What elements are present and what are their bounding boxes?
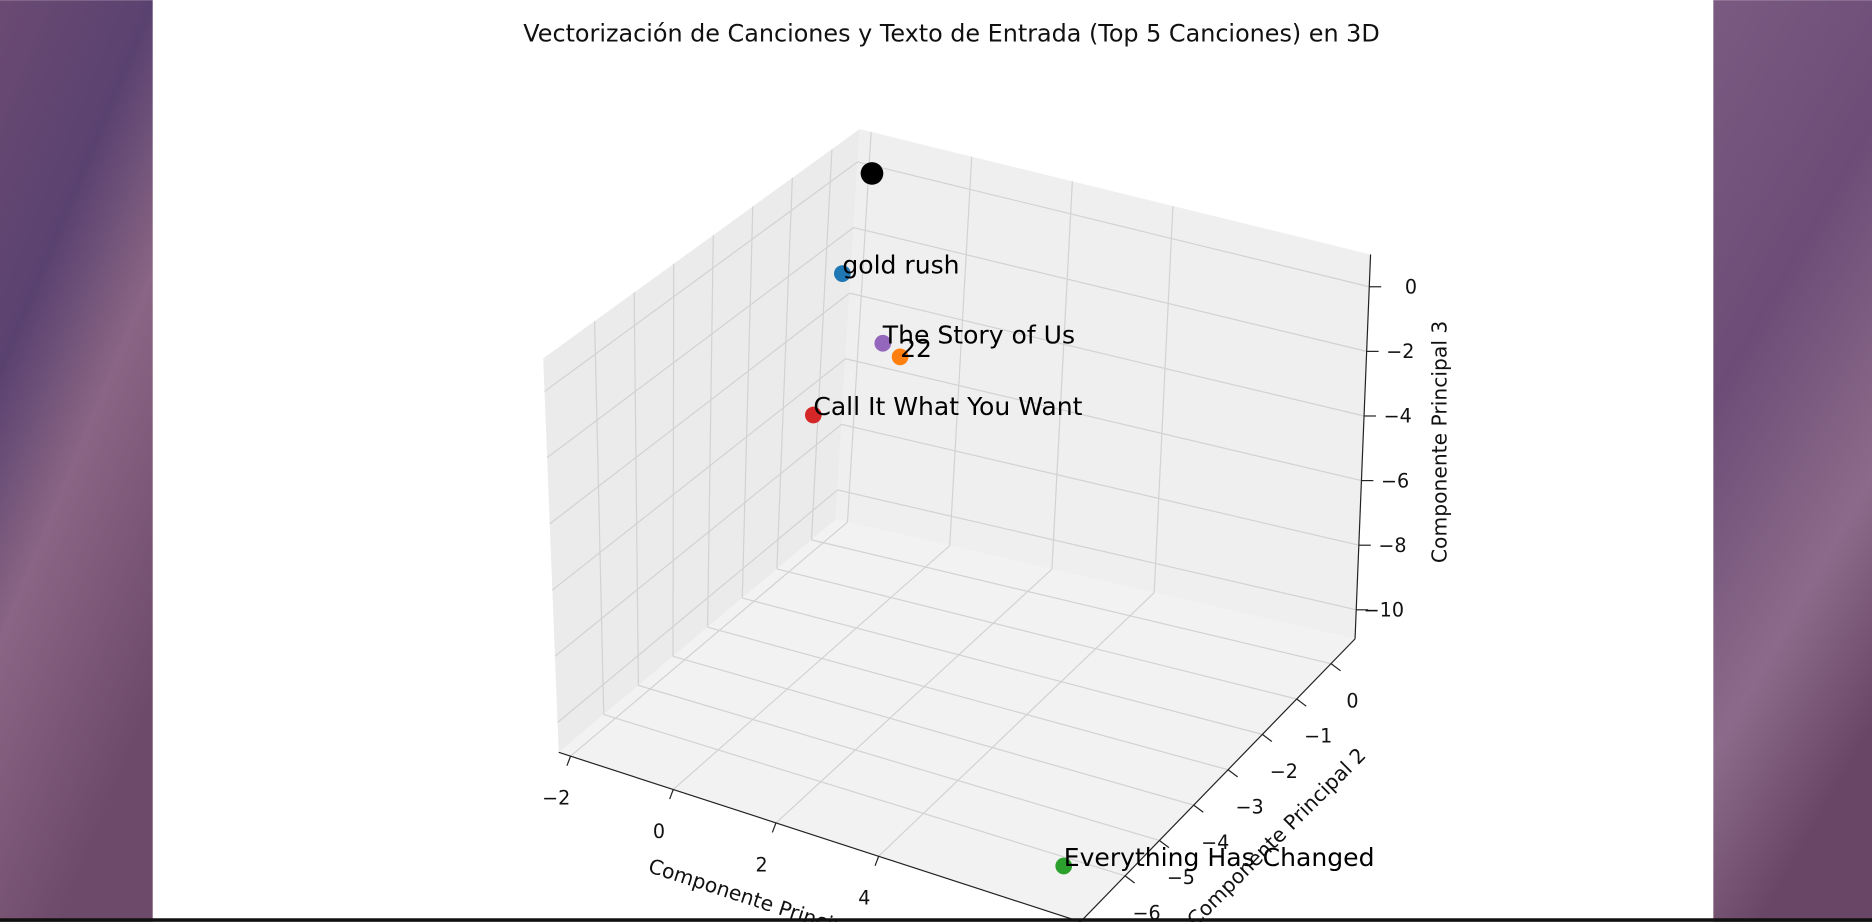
grid-line <box>544 161 858 392</box>
point-label: Everything Has Changed <box>1064 843 1375 872</box>
marks: gold rush 22 Everything Has Changed Call It… <box>804 162 1375 875</box>
y-tick <box>1227 769 1238 778</box>
grid-line <box>857 161 1370 288</box>
y-tick-label: −3 <box>1235 795 1263 818</box>
point-label: gold rush <box>842 251 959 280</box>
panes <box>543 129 1371 922</box>
grid-line <box>811 539 1332 665</box>
x-tick-label: 2 <box>756 853 768 876</box>
y-axis-line <box>1080 638 1356 922</box>
grid-line <box>551 358 846 591</box>
grid-line <box>707 235 714 628</box>
grid-line <box>742 597 1263 735</box>
grid-line <box>633 292 639 686</box>
grid-line <box>557 489 838 723</box>
y-tick-label: −5 <box>1167 866 1195 889</box>
grid-line <box>672 545 951 790</box>
bottom-edge <box>0 918 1872 922</box>
point-label: 22 <box>900 334 932 363</box>
x-tick-label: 4 <box>858 887 870 910</box>
grid-line <box>549 292 850 525</box>
y-tick-label: −1 <box>1304 725 1332 748</box>
z-tick-label: −10 <box>1364 599 1404 622</box>
z-axis-label: Componente Principal 3 <box>1428 321 1452 563</box>
point <box>804 406 822 424</box>
x-tick <box>566 755 572 766</box>
grid-line <box>1051 181 1073 570</box>
left-pane <box>543 129 860 753</box>
y-tick-label: 0 <box>1346 689 1358 712</box>
grid-line <box>741 206 754 599</box>
grid-line <box>570 521 848 757</box>
grid-line <box>672 655 1194 806</box>
chart-title: Vectorización de Canciones y Texto de En… <box>523 19 1379 47</box>
grid-line <box>546 227 854 459</box>
grid-line <box>1153 205 1174 593</box>
z-tick-label: 0 <box>1405 275 1417 298</box>
grid-line <box>776 568 1297 700</box>
grid-line <box>672 263 675 657</box>
grid-line <box>554 423 842 657</box>
x-tick-label: 0 <box>653 820 665 843</box>
y-tick <box>1124 875 1135 884</box>
point <box>891 348 909 366</box>
z-axis-line <box>1354 254 1372 639</box>
grid-line <box>949 156 973 546</box>
y-tick <box>1296 698 1307 707</box>
grid-line <box>707 626 1229 771</box>
x-tick-label: −2 <box>542 787 570 810</box>
x-tick <box>771 822 777 833</box>
y-tick-label: −6 <box>1132 902 1160 922</box>
grid-line <box>603 713 1126 877</box>
grid-line <box>776 177 793 569</box>
grid <box>544 131 1370 877</box>
x-axis-line <box>558 751 1081 922</box>
grid-line <box>841 423 1359 546</box>
point <box>860 162 884 185</box>
grid-line <box>849 292 1365 417</box>
point-label: Call It What You Want <box>813 392 1082 421</box>
z-tick-label: −8 <box>1378 534 1406 557</box>
grid-line <box>837 489 1357 611</box>
grid-line <box>594 321 605 715</box>
z-tick-label: −6 <box>1381 469 1409 492</box>
point-label: The Story of Us <box>882 320 1075 349</box>
y-tick <box>1262 733 1273 743</box>
floor-pane <box>558 519 1356 922</box>
point <box>874 334 892 352</box>
point <box>834 265 851 282</box>
x-tick <box>669 789 674 800</box>
grid-line <box>810 149 833 540</box>
grid-line <box>845 358 1362 482</box>
grid-line <box>775 568 1053 824</box>
grid-line <box>846 131 872 523</box>
y-tick <box>1193 804 1204 813</box>
grid-line <box>638 684 1160 842</box>
z-tick-label: −2 <box>1386 340 1414 363</box>
grid-line <box>878 592 1155 857</box>
point <box>1055 857 1073 875</box>
background-right <box>1713 0 1872 922</box>
grid-line <box>853 226 1367 352</box>
y-tick <box>1159 840 1170 849</box>
back-pane <box>835 129 1371 639</box>
background-left <box>0 0 153 922</box>
z-tick-label: −4 <box>1384 405 1412 428</box>
y-tick-label: −2 <box>1270 760 1298 783</box>
y-tick-label: −4 <box>1201 831 1229 854</box>
y-tick <box>1330 663 1341 672</box>
x-tick <box>874 856 880 867</box>
